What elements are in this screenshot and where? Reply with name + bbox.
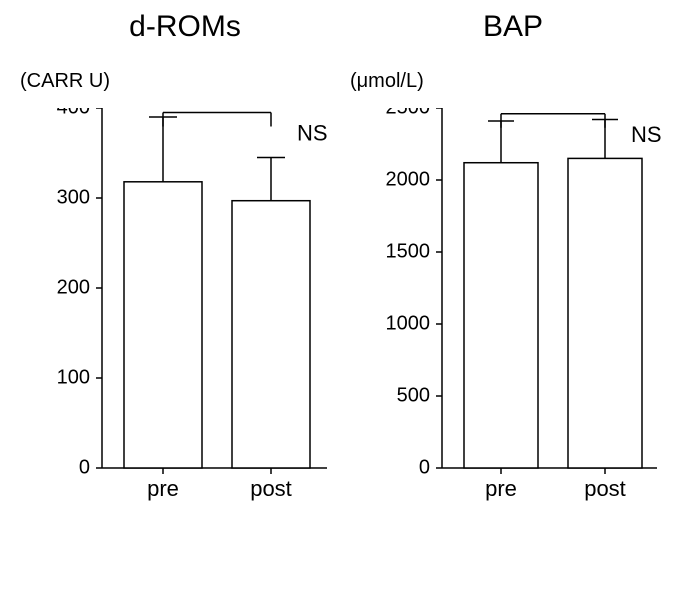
sig-label: NS [297,121,328,146]
category-label: post [250,476,292,501]
chart-droms: 0 100 200 300 400 pre post NS [20,108,350,592]
chart-bap: 0 500 1000 1500 2000 2500 pre post NS [350,108,676,592]
sig-label: NS [631,122,662,147]
ytick-label: 2500 [386,108,431,118]
bar [232,201,310,468]
category-label: post [584,476,626,501]
bar [464,163,538,468]
ytick-label: 100 [57,366,90,388]
ytick-label: 200 [57,276,90,298]
bar [568,158,642,468]
ytick-label: 0 [419,456,430,478]
category-label: pre [147,476,179,501]
y-unit-label-droms: (CARR U) [20,70,110,93]
panel-droms: d-ROMs (CARR U) 0 100 200 300 400 pre post NS [20,10,350,532]
panel-bap: BAP (μmol/L) 0 500 1000 1500 2000 2500 pre post… [350,10,676,532]
ytick-label: 400 [57,108,90,118]
ytick-label: 500 [397,384,430,406]
ytick-label: 2000 [386,168,431,190]
category-label: pre [485,476,517,501]
panel-title-droms: d-ROMs [20,10,350,44]
bar [124,182,202,468]
figure: d-ROMs (CARR U) 0 100 200 300 400 pre post NS B… [0,0,676,532]
y-unit-label-bap: (μmol/L) [350,70,424,93]
ytick-label: 1500 [386,240,431,262]
ytick-label: 300 [57,186,90,208]
panel-title-bap: BAP [350,10,676,44]
ytick-label: 1000 [386,312,431,334]
ytick-label: 0 [79,456,90,478]
